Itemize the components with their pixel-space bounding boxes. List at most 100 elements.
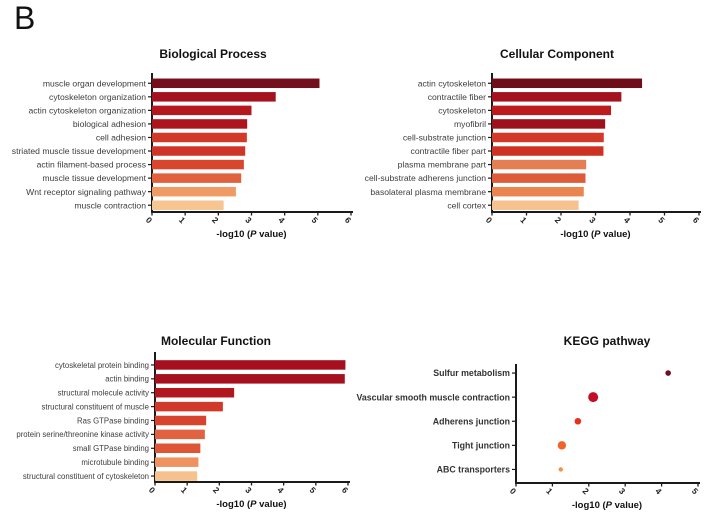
category-label: cell cortex (447, 200, 486, 210)
category-label: contractile fiber (428, 92, 486, 102)
category-label: structural constituent of muscle (42, 402, 149, 411)
molecular-function-chart: Molecular Function 0 1 2 3 4 5 6 cytoskeletal pr… (16, 334, 350, 510)
x-axis-title: -log10 (P value) (572, 500, 642, 511)
bar (152, 200, 224, 210)
dot (557, 441, 567, 450)
bar (492, 186, 584, 197)
category-label: actin cytoskeleton (418, 78, 487, 88)
category-label: cytoskeleton (438, 105, 486, 115)
cellular-component-title: Cellular Component (500, 47, 614, 61)
x-axis-title: -log10 (P value) (216, 499, 286, 510)
x-tick-label: 2 (581, 486, 592, 497)
kegg-pathway-chart: KEGG pathway 0 1 2 3 4 5 Sulfur metabolism Vascu… (356, 334, 700, 511)
bar (155, 401, 223, 412)
bar (492, 119, 606, 129)
bar (492, 132, 604, 143)
bar (492, 146, 604, 156)
bar (492, 105, 612, 116)
bar (152, 92, 276, 102)
bar (152, 159, 244, 170)
x-tick-label: 0 (147, 485, 158, 496)
category-label: actin binding (105, 375, 149, 384)
bar (152, 132, 247, 143)
category-label: basolateral plasma membrane (370, 187, 486, 197)
x-tick-label: 1 (518, 215, 529, 226)
category-label: biological adhesion (73, 119, 146, 129)
bar (155, 443, 201, 454)
x-tick-label: 0 (484, 215, 495, 226)
x-tick-label: 6 (340, 485, 351, 496)
bar (155, 387, 235, 398)
x-tick-label: 2 (210, 215, 221, 226)
x-tick-label: 1 (177, 215, 188, 226)
bar (155, 471, 198, 481)
category-label: cell-substrate junction (403, 133, 486, 143)
x-tick-label: 4 (275, 485, 286, 496)
x-tick-label: 4 (653, 486, 664, 497)
category-label: structural constituent of cytoskeleton (23, 472, 149, 481)
kegg-pathway-title: KEGG pathway (564, 334, 651, 348)
x-tick-label: 6 (691, 215, 702, 226)
category-label: ABC transporters (437, 465, 510, 475)
bar (152, 105, 252, 116)
category-label: small GTPase binding (73, 444, 149, 453)
category-label: cytoskeleton organization (49, 92, 146, 102)
bar (492, 78, 643, 89)
x-tick-label: 0 (144, 215, 155, 226)
dot (588, 392, 599, 403)
biological-process-chart: Biological Process 0 1 2 3 4 5 6 muscle organ de… (12, 47, 354, 240)
category-label: Ras GTPase binding (77, 416, 149, 425)
category-label: cell adhesion (96, 133, 146, 143)
biological-process-title: Biological Process (159, 47, 267, 61)
category-label: protein serine/threonine kinase activity (16, 430, 149, 439)
category-label: cell-substrate adherens junction (365, 173, 487, 183)
bar (155, 360, 346, 370)
bar (152, 186, 236, 197)
cellular-component-chart: Cellular Component 0 1 2 3 4 5 6 actin cytoskele… (365, 47, 702, 240)
bar (152, 173, 242, 183)
x-tick-label: 4 (622, 215, 633, 226)
panel-letter: B (14, 0, 36, 36)
bar (152, 146, 246, 156)
category-label: Vascular smooth muscle contraction (356, 392, 510, 402)
x-tick-label: 4 (276, 215, 287, 226)
x-tick-label: 5 (690, 486, 701, 497)
bar (155, 415, 207, 426)
bar (152, 119, 248, 129)
category-label: cytoskeletal protein binding (55, 361, 149, 370)
bar (155, 457, 199, 467)
bar (155, 429, 205, 440)
category-label: Wnt receptor signaling pathway (26, 187, 147, 197)
x-axis-title: -log10 (P value) (560, 229, 630, 240)
category-label: Adherens junction (433, 416, 510, 426)
x-tick-label: 5 (310, 215, 321, 226)
x-tick-label: 2 (553, 215, 564, 226)
category-label: actin cytoskeleton organization (28, 105, 146, 115)
x-tick-label: 3 (243, 215, 254, 226)
category-label: Sulfur metabolism (433, 368, 510, 378)
x-tick-label: 3 (587, 215, 598, 226)
bar (492, 173, 586, 183)
category-label: structural molecule activity (58, 389, 150, 398)
dot (665, 370, 671, 376)
category-label: muscle organ development (43, 78, 147, 88)
category-label: myofibril (454, 119, 486, 129)
category-label: muscle tissue development (42, 173, 146, 183)
category-label: contractile fiber part (411, 146, 487, 156)
bar (152, 78, 320, 89)
x-tick-label: 3 (617, 486, 628, 497)
category-label: plasma membrane part (398, 160, 487, 170)
x-tick-label: 0 (508, 486, 519, 497)
molecular-function-title: Molecular Function (161, 334, 271, 348)
bar (492, 92, 622, 102)
bar (155, 374, 345, 384)
category-label: actin filament-based process (37, 160, 146, 170)
bar (492, 159, 587, 170)
x-tick-label: 1 (544, 486, 555, 497)
dot (574, 417, 582, 425)
x-tick-label: 6 (343, 215, 354, 226)
x-axis-title: -log10 (P value) (216, 229, 286, 240)
bar (492, 200, 579, 210)
